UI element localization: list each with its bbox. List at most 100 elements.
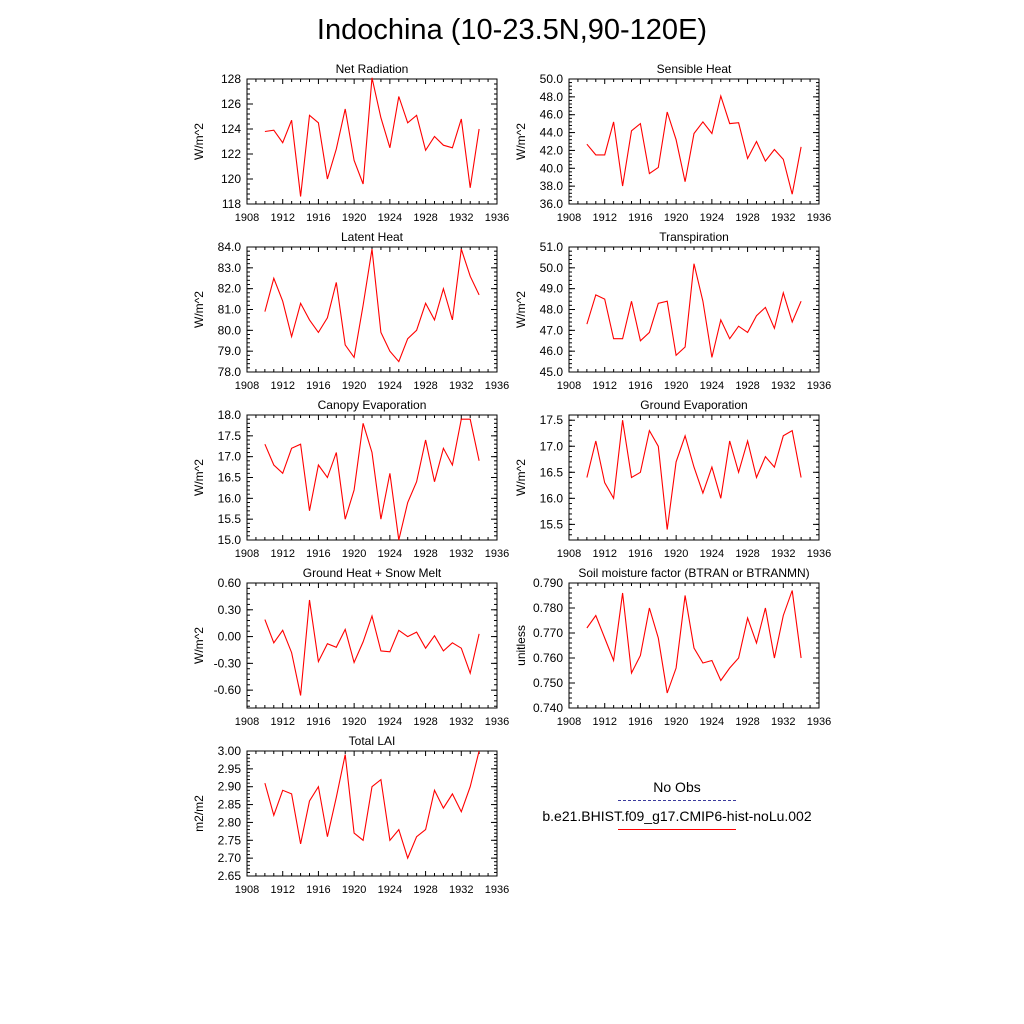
x-tick-label: 1912 [270,212,294,224]
x-tick-label: 1936 [485,884,509,896]
x-tick-label: 1920 [342,380,366,392]
x-tick-label: 1928 [735,716,759,728]
x-tick-label: 1916 [628,548,652,560]
series-line [264,248,480,363]
y-axis-label: W/m^2 [192,123,206,160]
y-tick-label: 17.5 [218,429,242,443]
series-line [586,263,802,358]
y-tick-label: 81.0 [218,303,242,317]
series-line [264,77,480,197]
x-tick-label: 1920 [664,380,688,392]
series-line [264,599,480,696]
x-tick-label: 1920 [342,548,366,560]
x-tick-label: 1928 [413,716,437,728]
x-tick-label: 1932 [449,548,473,560]
y-axis-label: W/m^2 [192,627,206,664]
x-tick-label: 1924 [700,716,724,728]
x-tick-label: 1920 [342,212,366,224]
y-tick-label: -0.30 [214,656,242,670]
page-title: Indochina (10-23.5N,90-120E) [316,14,708,46]
y-axis-label: W/m^2 [514,123,528,160]
x-tick-label: 1916 [628,380,652,392]
y-tick-label: 46.0 [540,108,564,122]
y-tick-label: 2.80 [218,815,242,829]
x-tick-label: 1920 [342,884,366,896]
y-tick-label: 80.0 [218,323,242,337]
y-tick-label: 2.95 [218,762,242,776]
y-tick-label: 17.5 [540,413,564,427]
x-tick-label: 1928 [735,548,759,560]
x-tick-label: 1912 [270,884,294,896]
y-tick-label: 0.790 [533,576,563,590]
panel-title: Sensible Heat [657,62,732,76]
x-tick-label: 1916 [628,716,652,728]
x-tick-label: 1908 [235,380,259,392]
x-tick-label: 1928 [735,212,759,224]
plot-frame [246,582,498,709]
x-tick-label: 1920 [664,548,688,560]
panel-title: Ground Heat + Snow Melt [303,566,442,580]
y-tick-label: 47.0 [540,323,564,337]
x-tick-label: 1908 [235,884,259,896]
panel-8: Total LAI m2/m2 1908 1912 1916 1920 1924 1928 19… [192,734,509,896]
y-tick-label: 46.0 [540,344,564,358]
x-tick-label: 1936 [807,380,831,392]
series-line [264,418,480,541]
panel-4: Canopy Evaporation W/m^2 1908 1912 1916 1920 1… [192,398,509,560]
x-tick-label: 1932 [449,380,473,392]
y-tick-label: 2.90 [218,780,242,794]
y-tick-label: 17.0 [540,439,564,453]
x-tick-label: 1908 [235,212,259,224]
x-tick-label: 1924 [700,548,724,560]
y-tick-label: 118 [222,197,241,211]
x-tick-label: 1912 [592,380,616,392]
x-tick-label: 1912 [592,716,616,728]
y-tick-label: 0.750 [533,676,563,690]
panel-3: Transpiration W/m^2 1908 1912 1916 1920 1924 19… [514,230,831,392]
plot-frame [246,414,498,541]
y-tick-label: 42.0 [540,143,564,157]
x-tick-label: 1916 [306,212,330,224]
panel-1: Sensible Heat W/m^2 1908 1912 1916 1920 1924 19… [514,62,831,224]
x-tick-label: 1912 [592,212,616,224]
x-tick-label: 1916 [306,548,330,560]
y-tick-label: 15.0 [218,533,242,547]
x-tick-label: 1908 [557,380,581,392]
y-axis-label: unitless [514,625,528,666]
x-tick-label: 1932 [771,548,795,560]
y-tick-label: -0.60 [214,683,242,697]
x-tick-label: 1924 [700,380,724,392]
y-tick-label: 124 [221,122,241,136]
x-tick-label: 1912 [270,716,294,728]
y-tick-label: 122 [221,147,241,161]
y-axis-label: W/m^2 [192,459,206,496]
y-tick-label: 36.0 [540,197,564,211]
x-tick-label: 1928 [413,212,437,224]
y-tick-label: 126 [221,97,241,111]
plot-frame [568,414,820,541]
x-tick-label: 1908 [557,212,581,224]
y-tick-label: 0.740 [533,701,563,715]
legend: No Obs b.e21.BHIST.f09_g17.CMIP6-hist-no… [536,778,818,836]
x-tick-label: 1932 [449,884,473,896]
legend-obs-line [618,800,736,801]
y-axis-label: W/m^2 [514,459,528,496]
panel-title: Net Radiation [336,62,409,76]
x-tick-label: 1936 [807,716,831,728]
x-tick-label: 1908 [557,716,581,728]
x-tick-label: 1936 [807,548,831,560]
plot-frame [246,78,498,205]
panel-title: Transpiration [659,230,729,244]
y-tick-label: 18.0 [218,408,242,422]
y-tick-label: 0.760 [533,651,563,665]
x-tick-label: 1920 [664,212,688,224]
y-tick-label: 82.0 [218,282,242,296]
y-tick-label: 0.60 [218,576,242,590]
y-tick-label: 51.0 [540,240,564,254]
x-tick-label: 1912 [592,548,616,560]
x-tick-label: 1932 [771,716,795,728]
panel-0: Net Radiation W/m^2 1908 1912 1916 1920 1924 19… [192,62,509,224]
x-tick-label: 1912 [270,548,294,560]
x-tick-label: 1920 [342,716,366,728]
panel-title: Latent Heat [341,230,404,244]
